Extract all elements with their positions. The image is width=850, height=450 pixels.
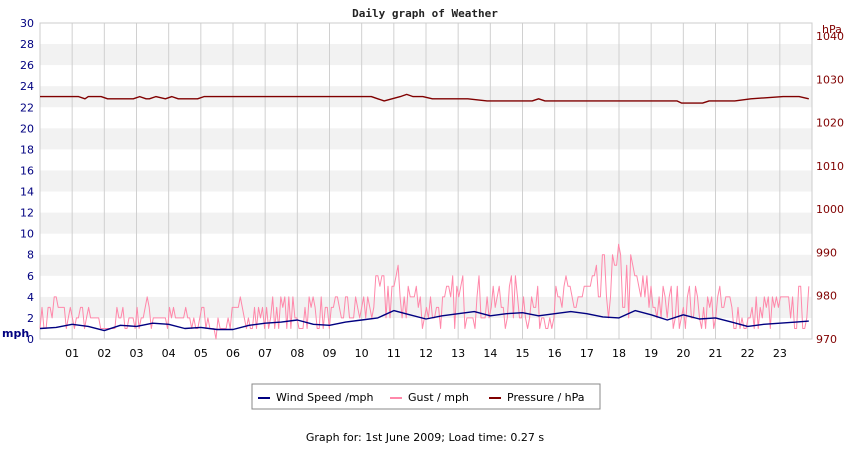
legend-label: Pressure / hPa xyxy=(507,391,585,404)
right-tick-label: 1030 xyxy=(816,73,844,86)
x-tick-label: 14 xyxy=(483,347,497,360)
right-tick-label: 1020 xyxy=(816,117,844,130)
left-tick-label: 16 xyxy=(20,164,34,177)
right-axis-ticks: 970 980 990 1000 1010 1020 1030 1040 xyxy=(816,30,844,346)
right-axis-label: hPa xyxy=(822,23,842,36)
right-tick-label: 970 xyxy=(816,333,837,346)
left-tick-label: 24 xyxy=(20,80,34,93)
x-tick-label: 09 xyxy=(323,347,337,360)
x-tick-label: 13 xyxy=(451,347,465,360)
series-layer xyxy=(39,93,810,340)
x-axis-ticks: 01 02 03 04 05 06 07 08 09 10 11 12 13 14 15 16 17 18 19 20… xyxy=(65,347,787,360)
x-tick-label: 07 xyxy=(258,347,272,360)
x-tick-label: 22 xyxy=(741,347,755,360)
legend-label: Gust / mph xyxy=(408,391,469,404)
chart-title: Daily graph of Weather xyxy=(352,7,498,20)
x-tick-label: 23 xyxy=(773,347,787,360)
left-tick-label: 4 xyxy=(27,291,34,304)
series-line xyxy=(39,309,809,332)
left-tick-label: 14 xyxy=(20,186,34,199)
left-tick-label: 12 xyxy=(20,207,34,220)
x-tick-label: 05 xyxy=(194,347,208,360)
x-tick-label: 20 xyxy=(676,347,690,360)
weather-chart: Daily graph of Weather 02468101214161820… xyxy=(2,7,844,410)
x-tick-label: 17 xyxy=(580,347,594,360)
x-tick-label: 21 xyxy=(709,347,723,360)
x-tick-label: 04 xyxy=(162,347,176,360)
left-tick-label: 8 xyxy=(27,249,34,262)
left-axis-label: mph xyxy=(2,327,29,340)
left-tick-label: 18 xyxy=(20,143,34,156)
x-tick-label: 15 xyxy=(516,347,530,360)
right-tick-label: 1010 xyxy=(816,160,844,173)
series-line xyxy=(40,93,809,104)
x-tick-label: 18 xyxy=(612,347,626,360)
x-tick-label: 03 xyxy=(130,347,144,360)
legend-box xyxy=(251,383,601,410)
left-tick-label: 6 xyxy=(27,270,34,283)
plot-frame xyxy=(39,22,813,340)
left-tick-label: 20 xyxy=(20,122,34,135)
left-tick-label: 2 xyxy=(27,312,34,325)
x-tick-label: 02 xyxy=(97,347,111,360)
right-tick-label: 1040 xyxy=(816,30,844,43)
right-tick-label: 990 xyxy=(816,246,837,259)
x-tick-label: 10 xyxy=(355,347,369,360)
footer-text: Graph for: 1st June 2009; Load time: 0.2… xyxy=(305,431,545,444)
left-tick-label: 26 xyxy=(20,59,34,72)
legend-label: Wind Speed /mph xyxy=(276,391,374,404)
x-tick-label: 12 xyxy=(419,347,433,360)
x-tick-label: 11 xyxy=(387,347,401,360)
right-tick-label: 1000 xyxy=(816,203,844,216)
left-tick-label: 10 xyxy=(20,228,34,241)
left-tick-label: 22 xyxy=(20,101,34,114)
legend: Wind Speed /mph Gust / mph Pressure / hPa xyxy=(251,383,601,410)
left-tick-label: 30 xyxy=(20,17,34,30)
left-tick-label: 28 xyxy=(20,38,34,51)
x-tick-label: 16 xyxy=(548,347,562,360)
x-tick-label: 06 xyxy=(226,347,240,360)
x-tick-label: 08 xyxy=(290,347,304,360)
x-tick-label: 19 xyxy=(644,347,658,360)
left-tick-label: 0 xyxy=(27,333,34,346)
right-tick-label: 980 xyxy=(816,290,837,303)
x-tick-label: 01 xyxy=(65,347,79,360)
